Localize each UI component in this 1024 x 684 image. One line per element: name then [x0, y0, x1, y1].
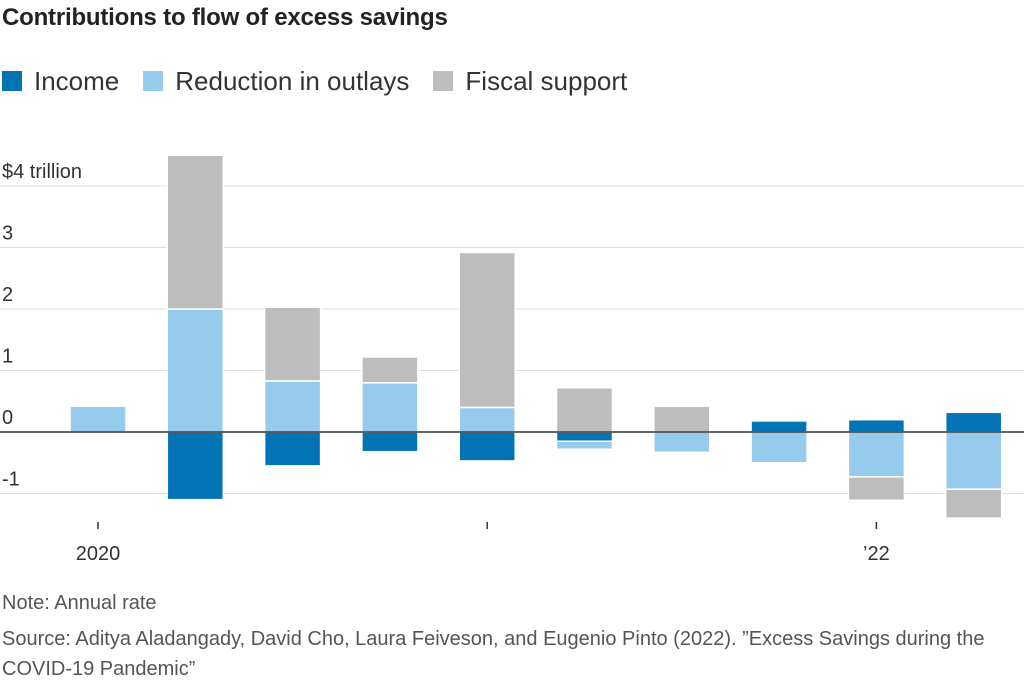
- x-tick-label: ’22: [863, 543, 890, 565]
- bar-reduction-in-outlays: [555, 440, 614, 450]
- y-tick-label: 1: [2, 346, 13, 368]
- bar-fiscal-support: [361, 356, 419, 384]
- bar-fiscal-support: [263, 306, 322, 382]
- bar-reduction-in-outlays: [944, 431, 1003, 490]
- bar-reduction-in-outlays: [458, 406, 516, 433]
- bar-income: [847, 418, 906, 433]
- legend-item-reduction-in-outlays: Reduction in outlays: [143, 66, 409, 97]
- bar-income: [361, 431, 419, 453]
- bar-reduction-in-outlays: [263, 380, 322, 433]
- y-tick-label: $4 trillion: [2, 161, 82, 183]
- legend-swatch-income: [2, 71, 22, 91]
- chart-note: Note: Annual rate: [2, 592, 157, 614]
- legend-item-income: Income: [2, 66, 119, 97]
- y-tick-label: 2: [2, 284, 13, 306]
- bar-reduction-in-outlays: [653, 431, 711, 454]
- legend-label-income: Income: [34, 65, 120, 96]
- bar-fiscal-support: [458, 251, 516, 409]
- legend-swatch-reduction-in-outlays: [143, 71, 164, 91]
- bar-layer: [69, 154, 1003, 519]
- axis-layer: $4 trillion 3 2 1 0 -1 2020 ’22: [0, 161, 1024, 565]
- chart-plot: $4 trillion 3 2 1 0 -1 2020 ’22: [0, 154, 1024, 565]
- bar-income: [944, 411, 1003, 433]
- bar-fiscal-support: [555, 386, 614, 433]
- legend-label-fiscal-support: Fiscal support: [465, 65, 628, 96]
- bar-reduction-in-outlays: [847, 431, 906, 478]
- y-tick-label: 3: [2, 223, 13, 245]
- x-tick-label: 2020: [76, 543, 121, 565]
- bar-income: [166, 431, 225, 501]
- y-tick-label: 0: [2, 407, 13, 429]
- bar-income: [750, 420, 808, 433]
- bar-income: [555, 431, 614, 442]
- bar-income: [263, 431, 322, 467]
- legend-item-fiscal-support: Fiscal support: [433, 66, 627, 97]
- bar-income: [458, 431, 516, 462]
- chart-source: Source: Aditya Aladangady, David Cho, La…: [2, 628, 985, 680]
- bar-reduction-in-outlays: [750, 431, 808, 464]
- bar-reduction-in-outlays: [361, 382, 419, 433]
- bar-fiscal-support: [944, 488, 1003, 519]
- chart-title: Contributions to flow of excess savings: [2, 4, 448, 31]
- bar-reduction-in-outlays: [69, 405, 127, 433]
- legend: Income Reduction in outlays Fiscal suppo…: [2, 64, 651, 98]
- legend-swatch-fiscal-support: [433, 71, 454, 91]
- y-tick-label: -1: [2, 469, 20, 491]
- legend-label-reduction-in-outlays: Reduction in outlays: [175, 65, 410, 96]
- bar-fiscal-support: [847, 476, 906, 502]
- bar-reduction-in-outlays: [166, 308, 225, 433]
- bar-fiscal-support: [653, 405, 711, 433]
- bar-fiscal-support: [166, 154, 225, 310]
